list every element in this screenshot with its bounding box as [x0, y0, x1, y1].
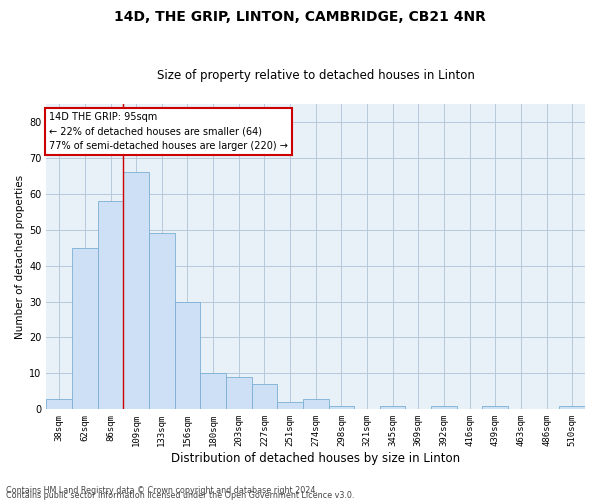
X-axis label: Distribution of detached houses by size in Linton: Distribution of detached houses by size …: [171, 452, 460, 465]
Bar: [149, 234, 175, 410]
Bar: [72, 248, 98, 410]
Bar: [124, 172, 149, 410]
Y-axis label: Number of detached properties: Number of detached properties: [15, 174, 25, 338]
Bar: [482, 406, 508, 409]
Bar: [559, 406, 585, 409]
Text: 14D THE GRIP: 95sqm
← 22% of detached houses are smaller (64)
77% of semi-detach: 14D THE GRIP: 95sqm ← 22% of detached ho…: [49, 112, 288, 151]
Bar: [226, 377, 251, 410]
Bar: [277, 402, 303, 409]
Text: 14D, THE GRIP, LINTON, CAMBRIDGE, CB21 4NR: 14D, THE GRIP, LINTON, CAMBRIDGE, CB21 4…: [114, 10, 486, 24]
Text: Contains public sector information licensed under the Open Government Licence v3: Contains public sector information licen…: [6, 491, 355, 500]
Bar: [303, 398, 329, 409]
Bar: [98, 201, 124, 410]
Bar: [251, 384, 277, 409]
Bar: [200, 374, 226, 410]
Bar: [46, 398, 72, 409]
Bar: [175, 302, 200, 410]
Bar: [329, 406, 354, 409]
Bar: [431, 406, 457, 409]
Title: Size of property relative to detached houses in Linton: Size of property relative to detached ho…: [157, 69, 475, 82]
Bar: [380, 406, 406, 409]
Text: Contains HM Land Registry data © Crown copyright and database right 2024.: Contains HM Land Registry data © Crown c…: [6, 486, 318, 495]
